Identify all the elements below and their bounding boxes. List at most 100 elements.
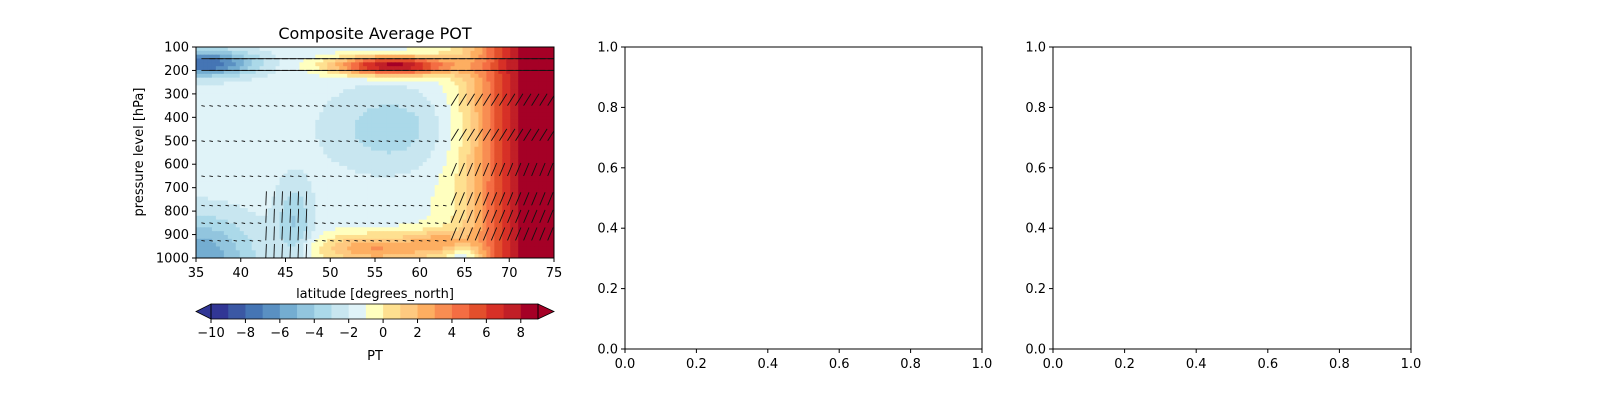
contour-cell bbox=[406, 227, 412, 232]
contour-cell bbox=[502, 139, 507, 144]
contour-cell bbox=[426, 154, 432, 159]
contour-cell bbox=[414, 208, 420, 213]
contour-cell bbox=[434, 96, 440, 102]
contour-cell bbox=[418, 223, 424, 228]
contour-cell bbox=[450, 154, 456, 159]
contour-cell bbox=[546, 173, 551, 179]
contour-cell bbox=[438, 50, 444, 56]
contour-cell bbox=[203, 231, 209, 236]
contour-cell bbox=[478, 234, 483, 240]
contour-cell bbox=[450, 62, 456, 67]
contour-cell bbox=[494, 62, 499, 67]
contour-cell bbox=[434, 196, 440, 202]
contour-cell bbox=[303, 165, 308, 171]
contour-cell bbox=[196, 196, 201, 202]
contour-cell bbox=[478, 181, 483, 186]
contour-cell bbox=[371, 100, 376, 106]
contour-cell bbox=[510, 100, 515, 106]
contour-cell bbox=[462, 196, 468, 202]
contour-cell bbox=[299, 173, 304, 179]
contour-cell bbox=[283, 62, 289, 67]
contour-cell bbox=[207, 165, 213, 171]
contour-cell bbox=[426, 112, 432, 117]
contour-cell bbox=[211, 100, 217, 106]
contour-cell bbox=[442, 116, 448, 121]
contour-cell bbox=[299, 215, 304, 221]
contour-cell bbox=[538, 154, 543, 159]
contour-cell bbox=[434, 47, 440, 52]
contour-cell bbox=[418, 116, 424, 121]
contour-cell bbox=[438, 154, 444, 159]
contour-cell bbox=[255, 127, 261, 132]
contour-cell bbox=[331, 127, 336, 132]
contour-cell bbox=[315, 123, 320, 129]
contour-cell bbox=[546, 62, 551, 67]
contour-cell bbox=[323, 100, 328, 106]
contour-cell bbox=[343, 142, 348, 148]
contour-cell bbox=[207, 77, 213, 83]
contour-cell bbox=[239, 219, 245, 225]
contour-cell bbox=[363, 77, 368, 83]
contour-cell bbox=[319, 185, 324, 190]
contour-cell bbox=[530, 81, 535, 86]
contour-cell bbox=[394, 50, 400, 56]
contour-cell bbox=[299, 47, 304, 52]
contour-cell bbox=[406, 58, 412, 63]
contour-cell bbox=[410, 192, 416, 198]
contour-cell bbox=[538, 146, 543, 152]
contour-cell bbox=[303, 250, 308, 255]
contour-cell bbox=[311, 185, 316, 190]
contour-cell bbox=[530, 62, 535, 67]
contour-cell bbox=[450, 185, 456, 190]
contour-cell bbox=[223, 234, 229, 240]
contour-cell bbox=[251, 142, 257, 148]
contour-cell bbox=[542, 100, 547, 106]
contour-cell bbox=[275, 131, 281, 136]
contour-cell bbox=[355, 146, 360, 152]
contour-cell bbox=[251, 81, 257, 86]
contour-cell bbox=[247, 47, 253, 52]
contour-cell bbox=[243, 127, 249, 132]
contour-cell bbox=[279, 173, 285, 179]
contour-cell bbox=[267, 119, 273, 125]
contour-cell bbox=[355, 135, 360, 140]
contour-cell bbox=[514, 223, 519, 228]
contour-cell bbox=[267, 173, 273, 179]
contour-cell bbox=[434, 254, 440, 258]
contour-cell bbox=[426, 242, 432, 248]
contour-cell bbox=[367, 188, 372, 194]
contour-cell bbox=[478, 158, 483, 163]
contour-cell bbox=[371, 150, 376, 156]
contour-cell bbox=[311, 70, 316, 75]
contour-cell bbox=[530, 185, 535, 190]
contour-cell bbox=[199, 131, 205, 136]
contour-cell bbox=[315, 208, 320, 213]
contour-cell bbox=[486, 181, 491, 186]
contour-cell bbox=[319, 123, 324, 129]
contour-cell bbox=[534, 185, 539, 190]
contour-cell bbox=[486, 173, 491, 179]
contour-cell bbox=[299, 73, 304, 79]
contour-cell bbox=[227, 54, 233, 60]
contour-cell bbox=[518, 177, 523, 182]
contour-cell bbox=[418, 77, 424, 83]
contour-cell bbox=[426, 162, 432, 167]
contour-cell bbox=[470, 185, 476, 190]
contour-cell bbox=[386, 211, 392, 217]
contour-cell bbox=[287, 185, 293, 190]
contour-cell bbox=[243, 200, 249, 205]
contour-cell bbox=[406, 254, 412, 258]
contour-cell bbox=[199, 208, 205, 213]
contour-cell bbox=[251, 50, 257, 56]
contour-cell bbox=[458, 50, 464, 56]
contour-cell bbox=[478, 135, 483, 140]
contour-cell bbox=[239, 150, 245, 156]
contour-cell bbox=[454, 162, 460, 167]
contour-cell bbox=[402, 177, 408, 182]
contour-cell bbox=[390, 246, 396, 251]
contour-cell bbox=[430, 108, 436, 113]
contour-cell bbox=[394, 173, 400, 179]
contour-cell bbox=[319, 211, 324, 217]
contour-cell bbox=[307, 96, 312, 102]
contour-cell bbox=[215, 154, 221, 159]
